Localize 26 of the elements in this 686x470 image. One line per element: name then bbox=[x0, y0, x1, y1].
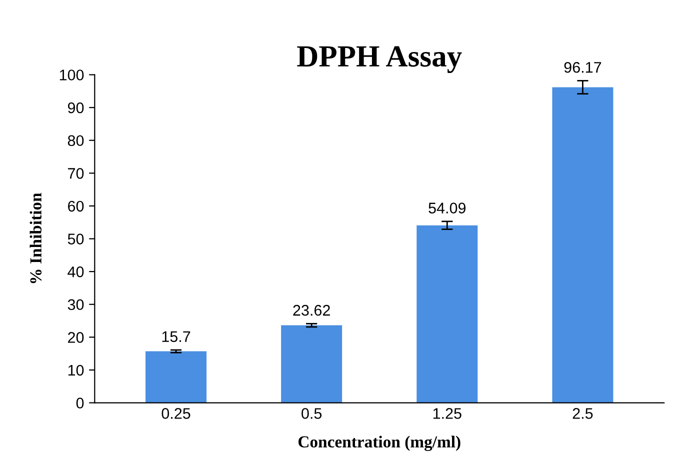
y-tick-label: 0 bbox=[76, 398, 84, 408]
y-tick-label: 60 bbox=[68, 200, 84, 212]
y-tick-label: 90 bbox=[68, 102, 84, 114]
y-tick-label: 20 bbox=[68, 332, 84, 343]
bar bbox=[416, 225, 478, 403]
x-tick-label: 1.25 bbox=[433, 408, 462, 419]
bar bbox=[146, 351, 207, 403]
data-label: 15.7 bbox=[162, 331, 190, 342]
bar bbox=[552, 87, 614, 403]
data-label: 54.09 bbox=[428, 202, 466, 214]
y-tick-label: 30 bbox=[68, 299, 84, 310]
x-tick-label: 0.5 bbox=[302, 408, 322, 419]
chart-title: DPPH Assay bbox=[297, 46, 462, 73]
data-label: 23.62 bbox=[293, 304, 330, 316]
x-tick-label: 0.25 bbox=[162, 408, 190, 419]
data-label: 96.17 bbox=[564, 62, 602, 73]
y-axis-title: % Inhibition bbox=[30, 192, 42, 284]
y-tick-label: 80 bbox=[68, 135, 84, 146]
bar bbox=[281, 325, 342, 403]
x-tick-label: 2.5 bbox=[572, 408, 593, 419]
y-tick-label: 10 bbox=[68, 364, 84, 376]
y-tick-label: 70 bbox=[68, 168, 84, 179]
x-axis-title: Concentration (mg/ml) bbox=[298, 436, 460, 452]
y-tick-label: 50 bbox=[68, 234, 84, 244]
y-tick-label: 100 bbox=[60, 70, 84, 80]
y-tick-label: 40 bbox=[68, 266, 84, 278]
